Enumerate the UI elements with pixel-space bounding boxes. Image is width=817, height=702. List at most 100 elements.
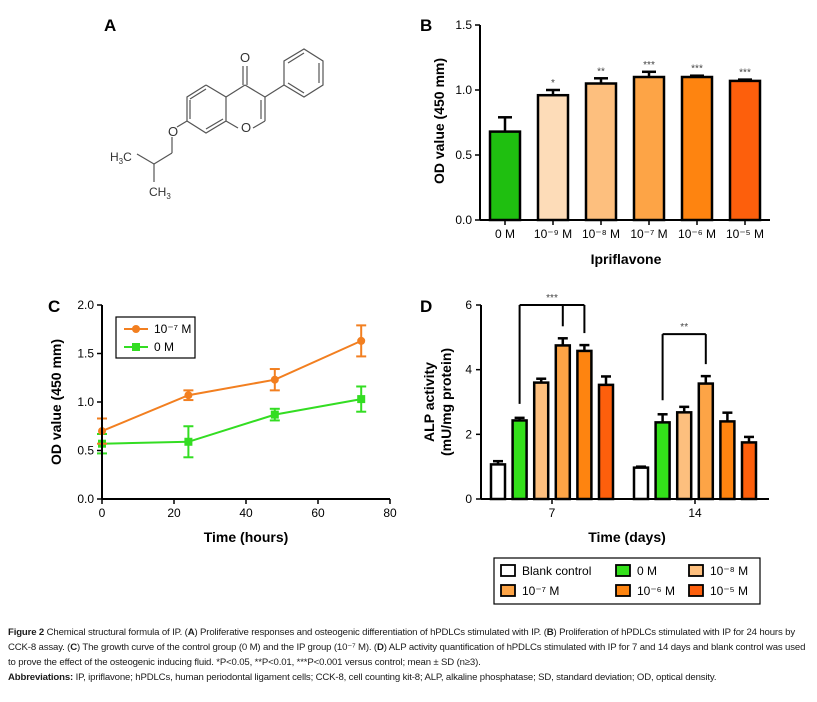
x-tick-label: 80	[383, 506, 397, 520]
y-tick-label: 0	[465, 492, 472, 506]
x-tick-label: 0	[99, 506, 106, 520]
figure-label: Figure 2	[8, 627, 45, 638]
bar	[719, 420, 736, 501]
legend-label: 0 M	[637, 564, 657, 578]
caption-panel-ref: C	[70, 642, 78, 653]
panel-d-chart: D ALP activity (mU/mg protein) Time (day…	[420, 293, 769, 605]
x-tick-label: 20	[167, 506, 181, 520]
bar	[728, 79, 762, 222]
bar	[697, 382, 715, 501]
bar	[511, 419, 528, 501]
x-tick-label: 10⁻⁹ M	[534, 227, 572, 241]
caption-panel-ref: A	[187, 627, 195, 638]
bar	[680, 75, 714, 222]
y-axis-label-line2: (mU/mg protein)	[438, 348, 454, 456]
y-axis-label: OD value (450 mm)	[431, 58, 447, 184]
bar	[632, 75, 666, 222]
ipriflavone-structure	[136, 48, 324, 182]
legend-swatch	[688, 584, 704, 597]
panel-a: A	[104, 16, 324, 201]
legend-label: 10⁻⁵ M	[710, 584, 748, 598]
x-tick-label: 7	[549, 506, 556, 520]
ring-oxygen: O	[241, 120, 251, 135]
bar	[584, 82, 618, 222]
bar	[532, 381, 550, 501]
legend-swatch	[615, 564, 631, 577]
caption-text: ) The growth curve of the control group …	[77, 642, 377, 653]
legend-label: 0 M	[154, 340, 174, 354]
caption-text: ) Proliferative responses and osteogenic…	[194, 627, 547, 638]
y-tick-label: 0.5	[77, 444, 94, 458]
x-tick-label: 40	[239, 506, 253, 520]
panel-label-c: C	[48, 297, 60, 316]
panel-label-a: A	[104, 16, 116, 35]
legend-swatch	[688, 564, 704, 577]
x-tick-label: 0 M	[495, 227, 515, 241]
x-tick-label: 10⁻⁶ M	[678, 227, 716, 241]
x-tick-label: 10⁻⁸ M	[582, 227, 620, 241]
figure-caption: Figure 2 Chemical structural formula of …	[8, 625, 808, 685]
legend-marker	[132, 325, 140, 333]
y-tick-label: 1.0	[77, 395, 94, 409]
x-tick-label: 10⁻⁵ M	[726, 227, 764, 241]
y-tick-label: 1.0	[455, 83, 472, 97]
x-axis-label: Ipriflavone	[591, 251, 662, 267]
carbonyl-oxygen: O	[240, 50, 250, 65]
series-line	[101, 398, 362, 445]
bar	[740, 441, 758, 501]
bar	[536, 93, 570, 222]
data-point	[270, 410, 279, 419]
y-tick-label: 0.5	[455, 148, 472, 162]
panel-b-chart: B OD value (450 mm) Ipriflavone ****** **…	[420, 16, 770, 267]
caption-text: ) ALP activity quantification of hPDLCs …	[8, 642, 806, 668]
y-axis-label-line1: ALP activity	[421, 362, 437, 442]
benzo-ring	[186, 84, 227, 134]
x-axis-label: Time (hours)	[204, 529, 289, 545]
y-tick-label: 2.0	[77, 298, 94, 312]
y-tick-label: 0.0	[455, 213, 472, 227]
x-tick-label: 60	[311, 506, 325, 520]
bar	[576, 349, 593, 501]
significance-marker: ***	[546, 293, 558, 304]
y-tick-label: 4	[465, 363, 472, 377]
panel-label-b: B	[420, 16, 432, 35]
caption-panel-ref: D	[376, 642, 384, 653]
abbreviations-label: Abbreviations:	[8, 672, 74, 683]
legend-swatch	[500, 584, 516, 597]
significance-marker: **	[680, 322, 688, 333]
bar	[489, 463, 507, 501]
legend-label: 10⁻⁷ M	[522, 584, 559, 598]
data-point	[184, 391, 193, 400]
caption-text: ) Proliferation of hPDLCs stimulated wit…	[8, 627, 795, 653]
y-tick-label: 0.0	[77, 492, 94, 506]
x-tick-label: 10⁻⁷ M	[630, 227, 667, 241]
legend-label: 10⁻⁷ M	[154, 322, 191, 336]
figure: A	[48, 16, 770, 605]
legend: Blank control 0 M 10⁻⁸ M 10⁻⁷ M 10⁻⁶ M 10⁻⁵ M	[493, 557, 761, 605]
bar	[597, 383, 615, 501]
x-axis-label: Time (days)	[588, 529, 666, 545]
legend-swatch	[500, 564, 516, 577]
data-point	[184, 437, 193, 446]
x-tick-label: 14	[688, 506, 702, 520]
legend-label: Blank control	[522, 564, 591, 578]
legend-label: 10⁻⁶ M	[637, 584, 675, 598]
bar	[632, 466, 650, 501]
bar	[488, 130, 522, 222]
series-line	[101, 339, 362, 433]
legend-marker	[132, 343, 140, 351]
panel-c-chart: C OD value (450 mm) Time (hours) 0.0 0.5 1…	[48, 297, 397, 545]
abbreviations-text: IP, ipriflavone; hPDLCs, human periodont…	[73, 672, 717, 683]
data-point	[270, 375, 279, 384]
caption-panel-ref: B	[546, 627, 554, 638]
significance-marker: ***	[643, 60, 655, 71]
y-tick-label: 2	[465, 427, 472, 441]
panel-label-d: D	[420, 297, 432, 316]
legend-label: 10⁻⁸ M	[710, 564, 748, 578]
y-tick-label: 6	[465, 298, 472, 312]
bar	[654, 421, 671, 501]
significance-marker: ***	[739, 68, 751, 79]
bar	[675, 411, 693, 501]
caption-text: Chemical structural formula of IP. (	[44, 627, 188, 638]
methyl-group-2: CH3	[149, 185, 171, 201]
